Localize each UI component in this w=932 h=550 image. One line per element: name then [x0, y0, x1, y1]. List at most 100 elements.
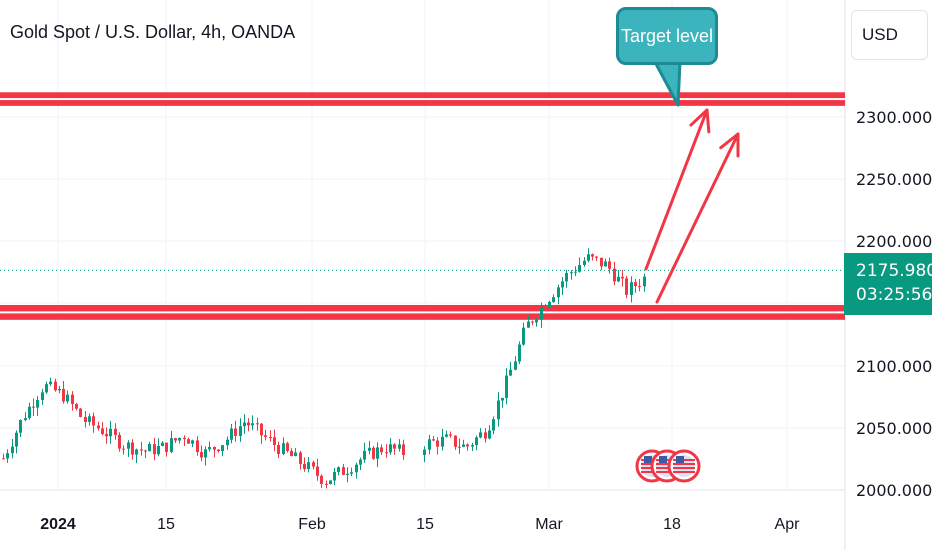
candle-body	[88, 416, 91, 422]
candle-body	[436, 440, 439, 447]
currency-button[interactable]: USD	[851, 10, 928, 60]
callout-pointer	[653, 60, 682, 107]
candle-body	[608, 261, 611, 269]
candle-body	[570, 272, 573, 274]
resistance-zone-lower	[0, 100, 845, 106]
candle-body	[140, 449, 143, 451]
candle-body	[501, 397, 504, 401]
candle-body	[613, 268, 616, 282]
candle-body	[600, 257, 603, 267]
candle-body	[441, 436, 444, 447]
flag-stripe	[656, 463, 678, 465]
x-tick-label: 2024	[40, 516, 76, 533]
candle-body	[359, 459, 362, 465]
support-zone-lower	[0, 313, 845, 320]
last-price-value: 2175.980	[856, 261, 932, 281]
candle-body	[165, 442, 168, 452]
last-price-badge: 2175.980 03:25:56	[844, 253, 932, 315]
candle-body	[638, 286, 641, 288]
candle-body	[101, 428, 104, 435]
candle-body	[97, 425, 100, 429]
candle-body	[131, 442, 134, 455]
candle-body	[251, 423, 254, 426]
flag-canton	[659, 456, 667, 463]
candle-body	[337, 467, 340, 472]
candle-body	[398, 444, 401, 449]
candle-body	[114, 428, 117, 435]
candle-body	[350, 472, 353, 474]
candle-body	[643, 276, 646, 287]
candle-body	[497, 400, 500, 420]
candle-body	[479, 432, 482, 438]
candle-body	[200, 452, 203, 458]
candle-body	[492, 419, 495, 431]
y-tick-label: 2100.000	[856, 357, 932, 376]
candle-body	[239, 426, 242, 436]
flag-stripe	[656, 471, 678, 473]
candle-body	[548, 301, 551, 309]
x-tick-label: 15	[416, 516, 434, 533]
x-tick-label: Mar	[535, 516, 563, 533]
flag-stripe	[673, 471, 695, 473]
candle-body	[234, 428, 237, 436]
candle-body	[578, 264, 581, 272]
candle-body	[303, 463, 306, 470]
candle-body	[122, 448, 125, 450]
flag-stripe	[673, 463, 695, 465]
candle-body	[66, 394, 69, 402]
x-tick-label: Apr	[775, 516, 801, 533]
candlestick-series	[2, 248, 646, 489]
candle-body	[333, 471, 336, 481]
candle-body	[505, 375, 508, 398]
candle-body	[41, 392, 44, 400]
y-tick-label: 2250.000	[856, 170, 932, 189]
candle-body	[32, 406, 35, 408]
candle-body	[565, 272, 568, 282]
candle-body	[423, 449, 426, 456]
candle-body	[49, 381, 52, 385]
candle-body	[329, 480, 332, 485]
candle-body	[183, 437, 186, 440]
candle-body	[544, 307, 547, 309]
candle-body	[595, 256, 598, 258]
candle-body	[92, 416, 95, 426]
candle-body	[208, 446, 211, 450]
target-level-callout[interactable]: Target level	[616, 7, 718, 65]
candle-body	[290, 450, 293, 457]
candle-body	[471, 445, 474, 447]
projection-arrow-1-head	[689, 108, 711, 134]
candle-body	[15, 432, 18, 447]
candle-body	[157, 445, 160, 455]
chart-annotations	[0, 60, 845, 483]
y-tick-label: 2000.000	[856, 481, 932, 500]
candle-body	[105, 434, 108, 437]
x-tick-label: 15	[157, 516, 175, 533]
candle-body	[187, 439, 190, 444]
candle-body	[621, 276, 624, 279]
candle-body	[58, 389, 61, 391]
candle-body	[264, 435, 267, 437]
candle-body	[385, 452, 388, 454]
candle-body	[634, 282, 637, 287]
candle-body	[346, 473, 349, 475]
candle-body	[449, 434, 452, 436]
candle-body	[174, 438, 177, 441]
candle-body	[299, 452, 302, 464]
flag-stripe	[656, 467, 678, 469]
candle-body	[75, 404, 78, 409]
flag-canton	[676, 456, 684, 463]
candle-body	[368, 447, 371, 451]
candle-body	[604, 261, 607, 267]
candle-body	[109, 428, 112, 437]
candle-body	[540, 307, 543, 320]
candle-body	[204, 449, 207, 458]
support-zone-upper	[0, 304, 845, 312]
y-tick-label: 2300.000	[856, 108, 932, 127]
candle-body	[535, 319, 538, 323]
candle-body	[247, 422, 250, 426]
candle-body	[574, 271, 577, 273]
candle-body	[587, 254, 590, 261]
candle-body	[273, 437, 276, 445]
candle-body	[45, 384, 48, 393]
